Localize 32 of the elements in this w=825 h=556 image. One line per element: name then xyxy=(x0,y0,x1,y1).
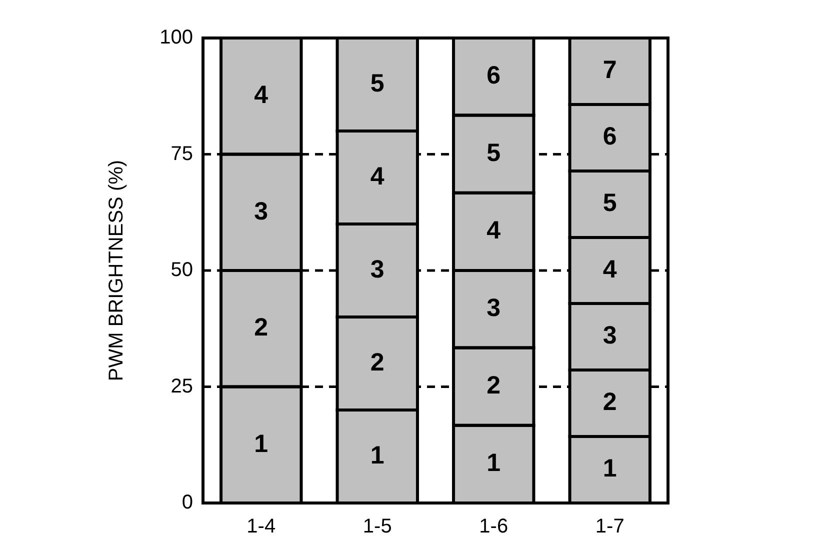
y-tick-label: 0 xyxy=(182,492,193,514)
series-label: 3 xyxy=(602,322,617,350)
text: 3 xyxy=(486,294,501,322)
text: 6 xyxy=(486,61,501,90)
y-tick-label: 50 xyxy=(170,259,193,282)
text: 5 xyxy=(486,138,501,167)
y-tick-label: 100 xyxy=(160,26,193,49)
x-tick-label: 1-5 xyxy=(362,516,392,538)
x-tick-label: 1-7 xyxy=(595,516,624,538)
text: 2 xyxy=(370,348,384,376)
text: 4 xyxy=(370,162,384,190)
text: 1 xyxy=(486,449,501,478)
x-tick-label: 1-4 xyxy=(246,516,276,538)
series-label: 4 xyxy=(602,255,617,284)
y-axis-title: PWM BRIGHTNESS (%) xyxy=(106,160,128,382)
text: 4 xyxy=(486,216,501,245)
text: 1 xyxy=(370,441,384,470)
series-label: 5 xyxy=(602,189,617,218)
y-tick-label: 75 xyxy=(170,142,193,165)
text: 5 xyxy=(370,69,384,98)
text: 4 xyxy=(254,81,268,110)
x-tick-label: 1-6 xyxy=(479,516,508,538)
y-tick-label: 25 xyxy=(170,375,193,398)
text: 1 xyxy=(254,430,268,458)
series-label: 1 xyxy=(602,454,617,483)
series-label: 6 xyxy=(602,122,617,151)
text: 3 xyxy=(254,197,268,226)
text: 3 xyxy=(370,255,384,284)
text: 2 xyxy=(254,314,268,342)
series-label: 7 xyxy=(602,56,617,84)
series-label: 2 xyxy=(602,388,617,416)
text: 2 xyxy=(486,371,501,400)
